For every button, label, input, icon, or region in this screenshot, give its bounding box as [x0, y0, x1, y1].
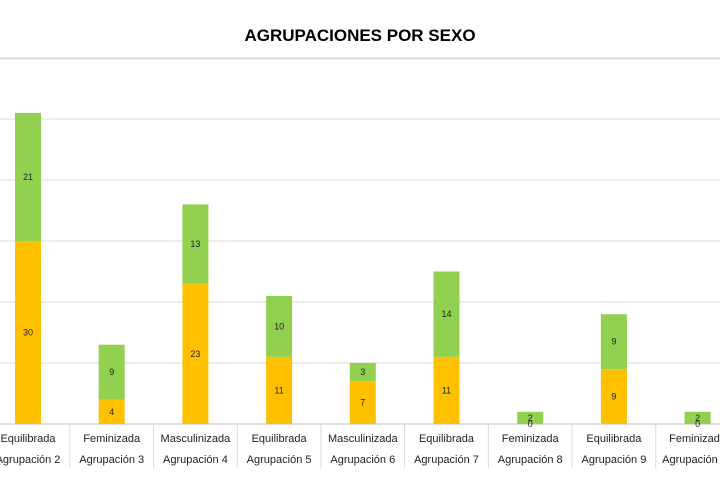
category-label-type: Feminizada	[669, 433, 720, 445]
bar-segment-series-2	[684, 411, 711, 424]
bar-segment-series-2	[98, 344, 125, 400]
data-label: 9	[611, 392, 616, 402]
chart-title: AGRUPACIONES POR SEXO	[244, 26, 475, 45]
data-label: 3	[360, 367, 365, 377]
category-label-group: Agrupación 4	[163, 454, 228, 466]
category-label-type: Masculinizada	[161, 433, 232, 445]
bar-segment-series-2	[600, 314, 627, 370]
bar-segment-series-1	[600, 369, 627, 424]
bar-segment-series-1	[433, 356, 460, 424]
data-label: 0	[528, 419, 533, 429]
bar-segment-series-1	[266, 356, 293, 424]
category-label-group: Agrupación 10	[662, 454, 720, 466]
data-label: 4	[109, 407, 114, 417]
data-label: 10	[274, 321, 284, 331]
data-label: 11	[442, 385, 451, 395]
data-label: 23	[190, 349, 200, 359]
bar-segment-series-2	[349, 363, 376, 382]
category-label-group: Agrupación 8	[498, 454, 563, 466]
category-label-group: Agrupación 6	[330, 454, 395, 466]
data-label: 13	[190, 239, 200, 249]
data-label: 21	[23, 172, 33, 182]
data-label: 7	[360, 398, 365, 408]
bar-segment-series-1	[98, 399, 125, 424]
category-label-group: Agrupación 3	[79, 454, 144, 466]
data-label: 2	[695, 413, 700, 423]
bar-segment-series-2	[15, 112, 41, 242]
category-label-group: Agrupación 2	[0, 454, 60, 466]
category-label-group: Agrupación 5	[247, 454, 312, 466]
data-label: 30	[23, 328, 33, 338]
bar-segment-series-2	[433, 271, 460, 357]
category-label-type: Equilibrada	[586, 433, 642, 445]
bar-segment-series-2	[182, 204, 209, 284]
bar-segment-series-2	[266, 295, 293, 357]
category-label-group: Agrupación 7	[414, 454, 479, 466]
data-label: 14	[441, 309, 451, 319]
category-label-type: Equilibrada	[252, 433, 308, 445]
category-label-type: Feminizada	[502, 433, 560, 445]
bar-segment-series-1	[182, 283, 209, 424]
category-label-type: Feminizada	[83, 433, 141, 445]
category-label-group: Agrupación 9	[581, 454, 646, 466]
data-label: 9	[611, 337, 616, 347]
bars	[15, 112, 711, 424]
category-labels: Equilibrada Agrupación 2 Feminizada Agrupac…	[0, 424, 720, 468]
data-label: 9	[109, 367, 114, 377]
category-label-type: Equilibrada	[419, 433, 475, 445]
bar-segment-series-1	[349, 381, 376, 424]
data-label: 0	[695, 419, 700, 429]
data-label: 11	[274, 385, 283, 395]
category-label-type: Masculinizada	[328, 433, 399, 445]
bar-segment-series-1	[15, 241, 41, 424]
bar-segment-series-2	[517, 411, 544, 424]
data-label: 2	[528, 413, 533, 423]
category-label-type: Equilibrada	[0, 433, 56, 445]
